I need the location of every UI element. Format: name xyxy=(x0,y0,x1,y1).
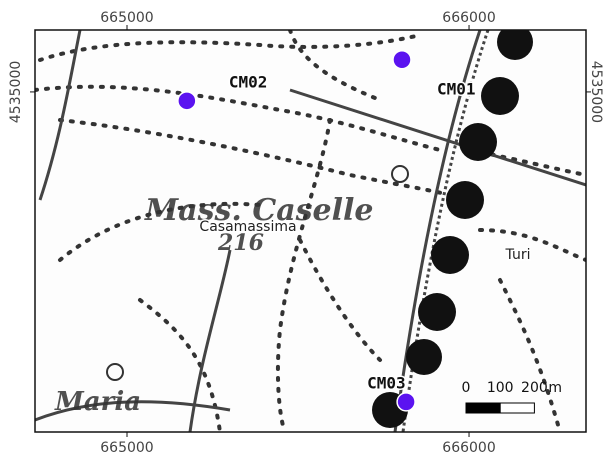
point-label: CM01 xyxy=(437,79,476,98)
sample-point xyxy=(393,51,411,69)
x-tick-label: 666000 xyxy=(442,440,495,456)
x-tick-label: 665000 xyxy=(100,10,153,26)
point-label: CM03 xyxy=(367,373,406,392)
y-tick-label: 4535000 xyxy=(8,61,24,123)
map-text: Maria xyxy=(54,387,141,417)
scale-unit: m xyxy=(548,380,562,396)
scale-label: 200 xyxy=(521,380,548,396)
sample-point xyxy=(178,92,196,110)
scale-label: 0 xyxy=(462,380,471,396)
scale-segment xyxy=(466,403,500,413)
map: Mass. Caselle 216 Maria Casamassima Turi… xyxy=(0,0,606,461)
place-label: Turi xyxy=(505,247,531,263)
y-tick-label: 4535000 xyxy=(588,61,604,123)
place-label: Casamassima xyxy=(199,219,296,235)
basemap: Mass. Caselle 216 Maria Casamassima Turi xyxy=(35,24,586,432)
point-label: CM02 xyxy=(229,72,268,91)
scale-label: 100 xyxy=(487,380,514,396)
x-tick-label: 665000 xyxy=(100,440,153,456)
x-tick-label: 666000 xyxy=(442,10,495,26)
scale-segment xyxy=(500,403,534,413)
sample-point xyxy=(397,393,415,411)
